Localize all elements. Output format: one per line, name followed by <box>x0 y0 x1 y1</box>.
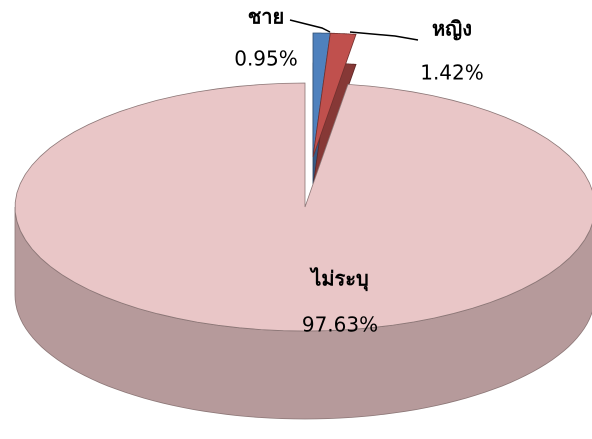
leader-line <box>349 31 419 41</box>
category-label: ชาย <box>248 5 285 29</box>
category-label: หญิง <box>432 17 472 41</box>
slice-top <box>312 32 357 158</box>
value-label: 97.63% <box>302 313 378 337</box>
slice-top <box>14 82 592 332</box>
slice <box>14 82 592 420</box>
category-label: ไม่ระบุ <box>309 267 368 292</box>
value-label: 0.95% <box>234 47 298 71</box>
value-label: 1.42% <box>420 61 484 85</box>
leader-line <box>289 19 331 33</box>
